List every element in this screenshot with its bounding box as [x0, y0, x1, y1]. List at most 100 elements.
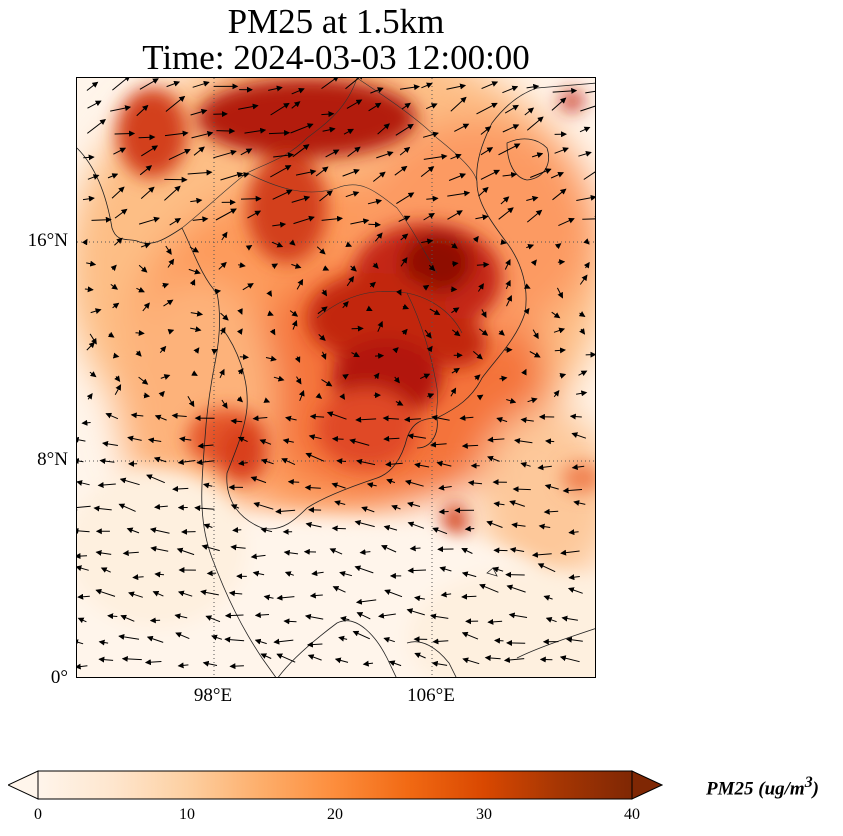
wind-vector [77, 593, 90, 600]
wind-vector [118, 503, 136, 512]
wind-vector [529, 351, 541, 358]
wind-vector [253, 501, 274, 510]
wind-vector [512, 486, 531, 493]
wind-vector [526, 195, 539, 202]
wind-vector [480, 169, 500, 180]
wind-vector [479, 583, 499, 593]
wind-vector [77, 458, 84, 464]
wind-vector [454, 123, 470, 132]
wind-vector [252, 415, 268, 422]
wind-vector [395, 123, 414, 136]
wind-vector [544, 483, 559, 490]
wind-vector [291, 101, 301, 109]
wind-vector [107, 331, 115, 338]
wind-vector [82, 195, 95, 202]
wind-vector [576, 194, 595, 201]
wind-vector [407, 521, 425, 529]
coastline-gulf-west [221, 327, 308, 530]
wind-vector [385, 461, 403, 468]
colorbar [8, 770, 663, 800]
wind-vector [214, 288, 222, 295]
wind-vector [294, 356, 301, 363]
wind-vector [493, 501, 505, 508]
wind-vector [236, 396, 244, 403]
wind-vector [426, 345, 433, 353]
wind-vector [171, 412, 187, 419]
wind-vector [321, 215, 343, 222]
map-svg [77, 78, 595, 677]
wind-vector [431, 660, 448, 667]
wind-vector [426, 195, 439, 202]
wind-vector [554, 243, 562, 250]
wind-vector [86, 341, 96, 351]
wind-vector [127, 435, 142, 442]
wind-vector [158, 390, 165, 398]
coastline-malay [278, 620, 397, 677]
wind-vector [281, 458, 296, 466]
wind-vector [474, 374, 481, 381]
wind-vector [177, 590, 193, 597]
wind-vector [361, 506, 375, 513]
wind-vector [309, 592, 323, 599]
wind-vector [260, 458, 274, 465]
wind-vector [273, 375, 285, 382]
wind-vector [260, 527, 273, 534]
wind-vector [505, 279, 511, 290]
wind-vector [114, 375, 121, 383]
wind-vector [240, 195, 262, 202]
wind-vector [438, 484, 452, 491]
wind-vector [382, 415, 399, 422]
wind-vector [487, 455, 500, 462]
wind-vector [189, 279, 196, 286]
wind-vector [573, 500, 586, 506]
wind-vector [478, 186, 489, 197]
wind-vector [188, 268, 201, 275]
wind-vector [538, 523, 551, 530]
wind-vector [407, 433, 426, 440]
wind-vector [238, 172, 250, 178]
wind-vector [315, 392, 323, 399]
wind-vector [230, 418, 243, 425]
wind-vector [452, 260, 459, 267]
wind-vector [508, 612, 528, 619]
wind-vector [530, 259, 537, 266]
wind-vector [559, 373, 567, 379]
lat-tick-8n: 8°N [37, 449, 68, 470]
wind-vector [362, 660, 374, 667]
wind-vector [551, 97, 567, 111]
wind-vector [203, 523, 213, 530]
wind-vector [190, 326, 202, 333]
wind-vector [122, 550, 139, 557]
wind-vector [527, 397, 538, 404]
wind-vector [172, 485, 189, 492]
wind-vector [164, 185, 181, 201]
wind-vector [132, 574, 144, 581]
wind-vector [110, 264, 117, 272]
wind-vector [291, 319, 298, 330]
wind-vector [218, 261, 227, 270]
wind-vector [554, 347, 566, 354]
wind-vector [399, 146, 411, 156]
wind-vector [213, 149, 237, 159]
wind-vector [532, 329, 539, 340]
wind-vector [431, 414, 450, 421]
wind-vector [291, 87, 305, 95]
wind-vector [396, 289, 402, 296]
wind-vector [136, 286, 145, 293]
wind-vector [372, 262, 379, 269]
wind-vector [438, 508, 449, 515]
wind-vector [401, 328, 408, 336]
wind-vector [120, 614, 135, 622]
wind-vector [486, 520, 503, 528]
wind-vector [561, 615, 578, 622]
wind-vector [520, 461, 531, 468]
wind-vector [421, 82, 433, 89]
wind-vector [126, 527, 140, 534]
wind-vector [230, 504, 240, 510]
wind-vector [355, 416, 377, 423]
wind-vector [77, 553, 88, 560]
wind-vector [467, 480, 483, 486]
wind-vector [308, 434, 322, 440]
wind-vector [537, 464, 552, 471]
wind-vector [476, 394, 484, 401]
